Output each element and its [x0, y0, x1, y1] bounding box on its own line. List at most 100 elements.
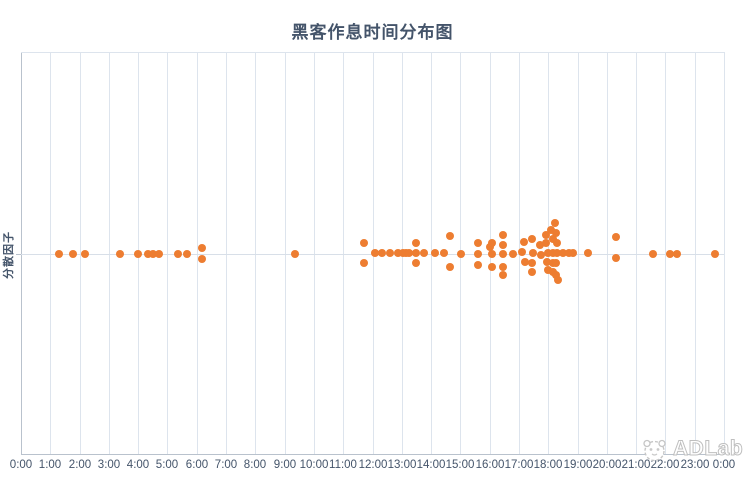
x-tick-label: 8:00: [243, 459, 267, 471]
scatter-point: [519, 237, 528, 246]
scatter-point: [412, 239, 421, 248]
scatter-point: [419, 249, 428, 258]
scatter-point: [456, 250, 465, 258]
scatter-point: [535, 241, 544, 249]
scatter-point: [528, 235, 537, 244]
scatter-point: [527, 267, 536, 276]
x-tick-label: 14:00: [416, 459, 446, 471]
scatter-point: [290, 250, 299, 258]
x-tick-label: 11:00: [329, 459, 357, 471]
scatter-point: [552, 229, 561, 238]
x-tick-label: 15:00: [445, 459, 475, 471]
scatter-point: [155, 250, 164, 258]
x-tick-label: 7:00: [214, 459, 238, 471]
x-tick-label: 19:00: [563, 459, 593, 471]
vertical-gridline: [314, 52, 315, 455]
vertical-gridline: [167, 52, 168, 455]
scatter-point: [134, 250, 143, 258]
scatter-point: [565, 248, 574, 257]
scatter-point: [55, 250, 64, 258]
scatter-point: [542, 239, 551, 248]
scatter-point: [474, 260, 483, 269]
scatter-point: [569, 248, 578, 257]
vertical-gridline: [109, 52, 110, 455]
vertical-gridline: [636, 52, 637, 455]
scatter-point: [550, 219, 559, 228]
scatter-point: [144, 250, 153, 258]
scatter-point: [710, 250, 719, 258]
scatter-point: [544, 248, 553, 257]
y-axis-tick: [16, 254, 21, 255]
scatter-point: [584, 248, 593, 257]
vertical-gridline: [578, 52, 579, 455]
scatter-point: [528, 259, 537, 268]
x-tick-label: 6:00: [185, 459, 209, 471]
scatter-point: [370, 249, 379, 258]
scatter-point: [611, 232, 620, 241]
scatter-point: [499, 231, 508, 240]
vertical-gridline: [665, 52, 666, 455]
x-tick-label: 13:00: [387, 459, 417, 471]
scatter-point: [547, 226, 556, 234]
scatter-point: [551, 271, 560, 279]
x-tick-label: 23:00: [680, 459, 710, 471]
scatter-point: [487, 239, 496, 248]
scatter-point: [543, 257, 552, 266]
scatter-point: [488, 262, 497, 271]
vertical-gridline: [197, 52, 198, 455]
x-tick-label: 2:00: [68, 459, 92, 471]
scatter-point: [529, 249, 538, 258]
vertical-gridline: [607, 52, 608, 455]
vertical-gridline: [50, 52, 51, 455]
plot-top-border: [21, 52, 724, 53]
vertical-gridline: [255, 52, 256, 455]
scatter-point: [499, 271, 508, 279]
x-tick-label: 17:00: [504, 459, 534, 471]
y-axis-title: 分散因子: [3, 231, 15, 279]
scatter-point: [80, 250, 89, 258]
scatter-point: [541, 231, 550, 240]
scatter-point: [474, 250, 483, 258]
scatter-point: [499, 250, 508, 258]
scatter-point: [665, 250, 674, 258]
scatter-point: [552, 259, 561, 268]
scatter-point: [485, 243, 494, 252]
vertical-gridline: [285, 52, 286, 455]
x-tick-label: 22:00: [650, 459, 680, 471]
x-tick-label: 0:00: [9, 459, 33, 471]
scatter-point: [499, 262, 508, 271]
vertical-gridline: [21, 52, 22, 455]
x-tick-label: 20:00: [592, 459, 622, 471]
x-tick-label: 9:00: [273, 459, 297, 471]
x-tick-label: 0:00: [712, 459, 736, 471]
x-tick-label: 5:00: [155, 459, 179, 471]
scatter-point: [405, 249, 414, 258]
scatter-point: [385, 249, 394, 258]
scatter-point: [445, 262, 454, 271]
x-tick-label: 21:00: [621, 459, 651, 471]
scatter-point: [559, 248, 568, 257]
scatter-point: [520, 257, 529, 266]
vertical-gridline: [226, 52, 227, 455]
scatter-point: [554, 276, 563, 285]
scatter-point: [198, 244, 207, 252]
scatter-point: [360, 239, 369, 248]
adlab-watermark: ADLab: [641, 434, 749, 464]
scatter-point: [499, 241, 508, 249]
plot-area: [21, 52, 725, 455]
scatter-point: [474, 239, 483, 248]
scatter-point: [116, 250, 124, 258]
scatter-point: [430, 249, 439, 258]
x-tick-label: 18:00: [533, 459, 563, 471]
x-tick-label: 3:00: [97, 459, 121, 471]
x-tick-label: 10:00: [299, 459, 329, 471]
scatter-point: [149, 250, 158, 258]
scatter-point: [412, 249, 421, 258]
scatter-point: [672, 250, 681, 258]
scatter-point: [360, 258, 369, 267]
scatter-point: [648, 250, 657, 258]
scatter-point: [544, 265, 553, 274]
scatter-point: [174, 250, 183, 258]
scatter-point: [536, 250, 545, 259]
